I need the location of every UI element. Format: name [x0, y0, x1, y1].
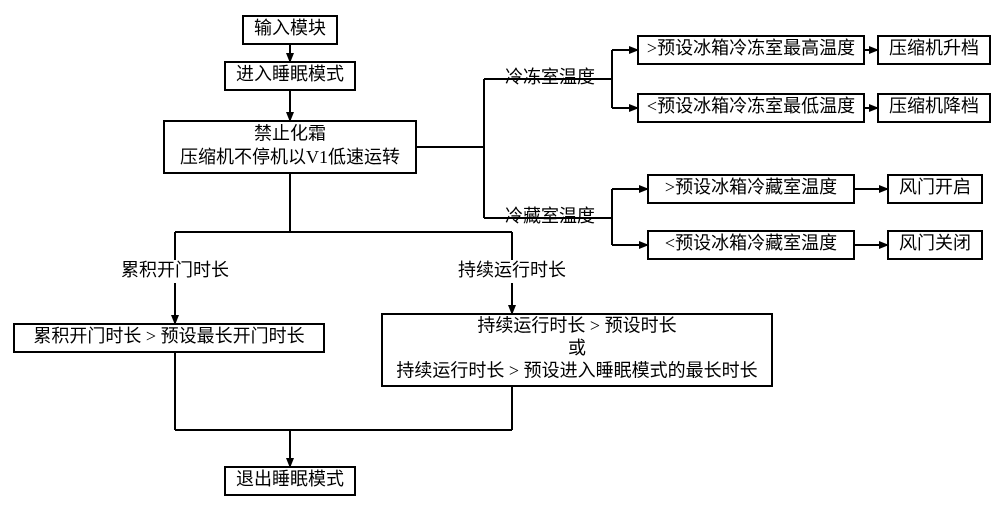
node-text: 禁止化霜: [254, 123, 326, 143]
node-n10: 风门开启: [888, 175, 982, 203]
node-text: 压缩机升档: [889, 38, 979, 58]
label-l2: 冷藏室温度: [505, 206, 595, 226]
label-l1: 冷冻室温度: [505, 67, 595, 87]
node-text: 输入模块: [254, 18, 326, 38]
node-text: >预设冰箱冷冻室最高温度: [647, 38, 855, 58]
node-text: >预设冰箱冷藏室温度: [665, 177, 837, 197]
node-text: <预设冰箱冷冻室最低温度: [647, 96, 855, 116]
node-n12: 累积开门时长 > 预设最长开门时长: [14, 324, 324, 352]
node-n11: 风门关闭: [888, 231, 982, 259]
node-text: 进入睡眠模式: [236, 64, 344, 84]
node-n1: 输入模块: [243, 16, 337, 44]
node-n14: 退出睡眠模式: [225, 467, 355, 495]
label-l3: 累积开门时长: [121, 260, 229, 280]
node-n3: 禁止化霜压缩机不停机以V1低速运转: [164, 121, 416, 173]
node-n9: <预设冰箱冷藏室温度: [648, 231, 854, 259]
node-text: <预设冰箱冷藏室温度: [665, 233, 837, 253]
node-n6: 压缩机升档: [878, 36, 990, 64]
node-text: 风门开启: [899, 177, 971, 197]
node-n2: 进入睡眠模式: [225, 62, 355, 90]
node-text: 累积开门时长 > 预设最长开门时长: [33, 326, 304, 346]
node-text: 退出睡眠模式: [236, 469, 344, 489]
node-n13: 持续运行时长 > 预设时长或持续运行时长 > 预设进入睡眠模式的最长时长: [382, 314, 772, 386]
node-text: 压缩机不停机以V1低速运转: [180, 147, 400, 167]
node-n7: 压缩机降档: [878, 94, 990, 122]
label-l4: 持续运行时长: [458, 260, 566, 280]
node-text: 持续运行时长 > 预设时长: [477, 316, 676, 336]
node-text: 风门关闭: [899, 233, 971, 253]
node-text: 或: [568, 338, 586, 358]
node-n4: >预设冰箱冷冻室最高温度: [638, 36, 864, 64]
node-text: 持续运行时长 > 预设进入睡眠模式的最长时长: [396, 361, 757, 381]
node-n5: <预设冰箱冷冻室最低温度: [638, 94, 864, 122]
node-n8: >预设冰箱冷藏室温度: [648, 175, 854, 203]
node-text: 压缩机降档: [889, 96, 979, 116]
